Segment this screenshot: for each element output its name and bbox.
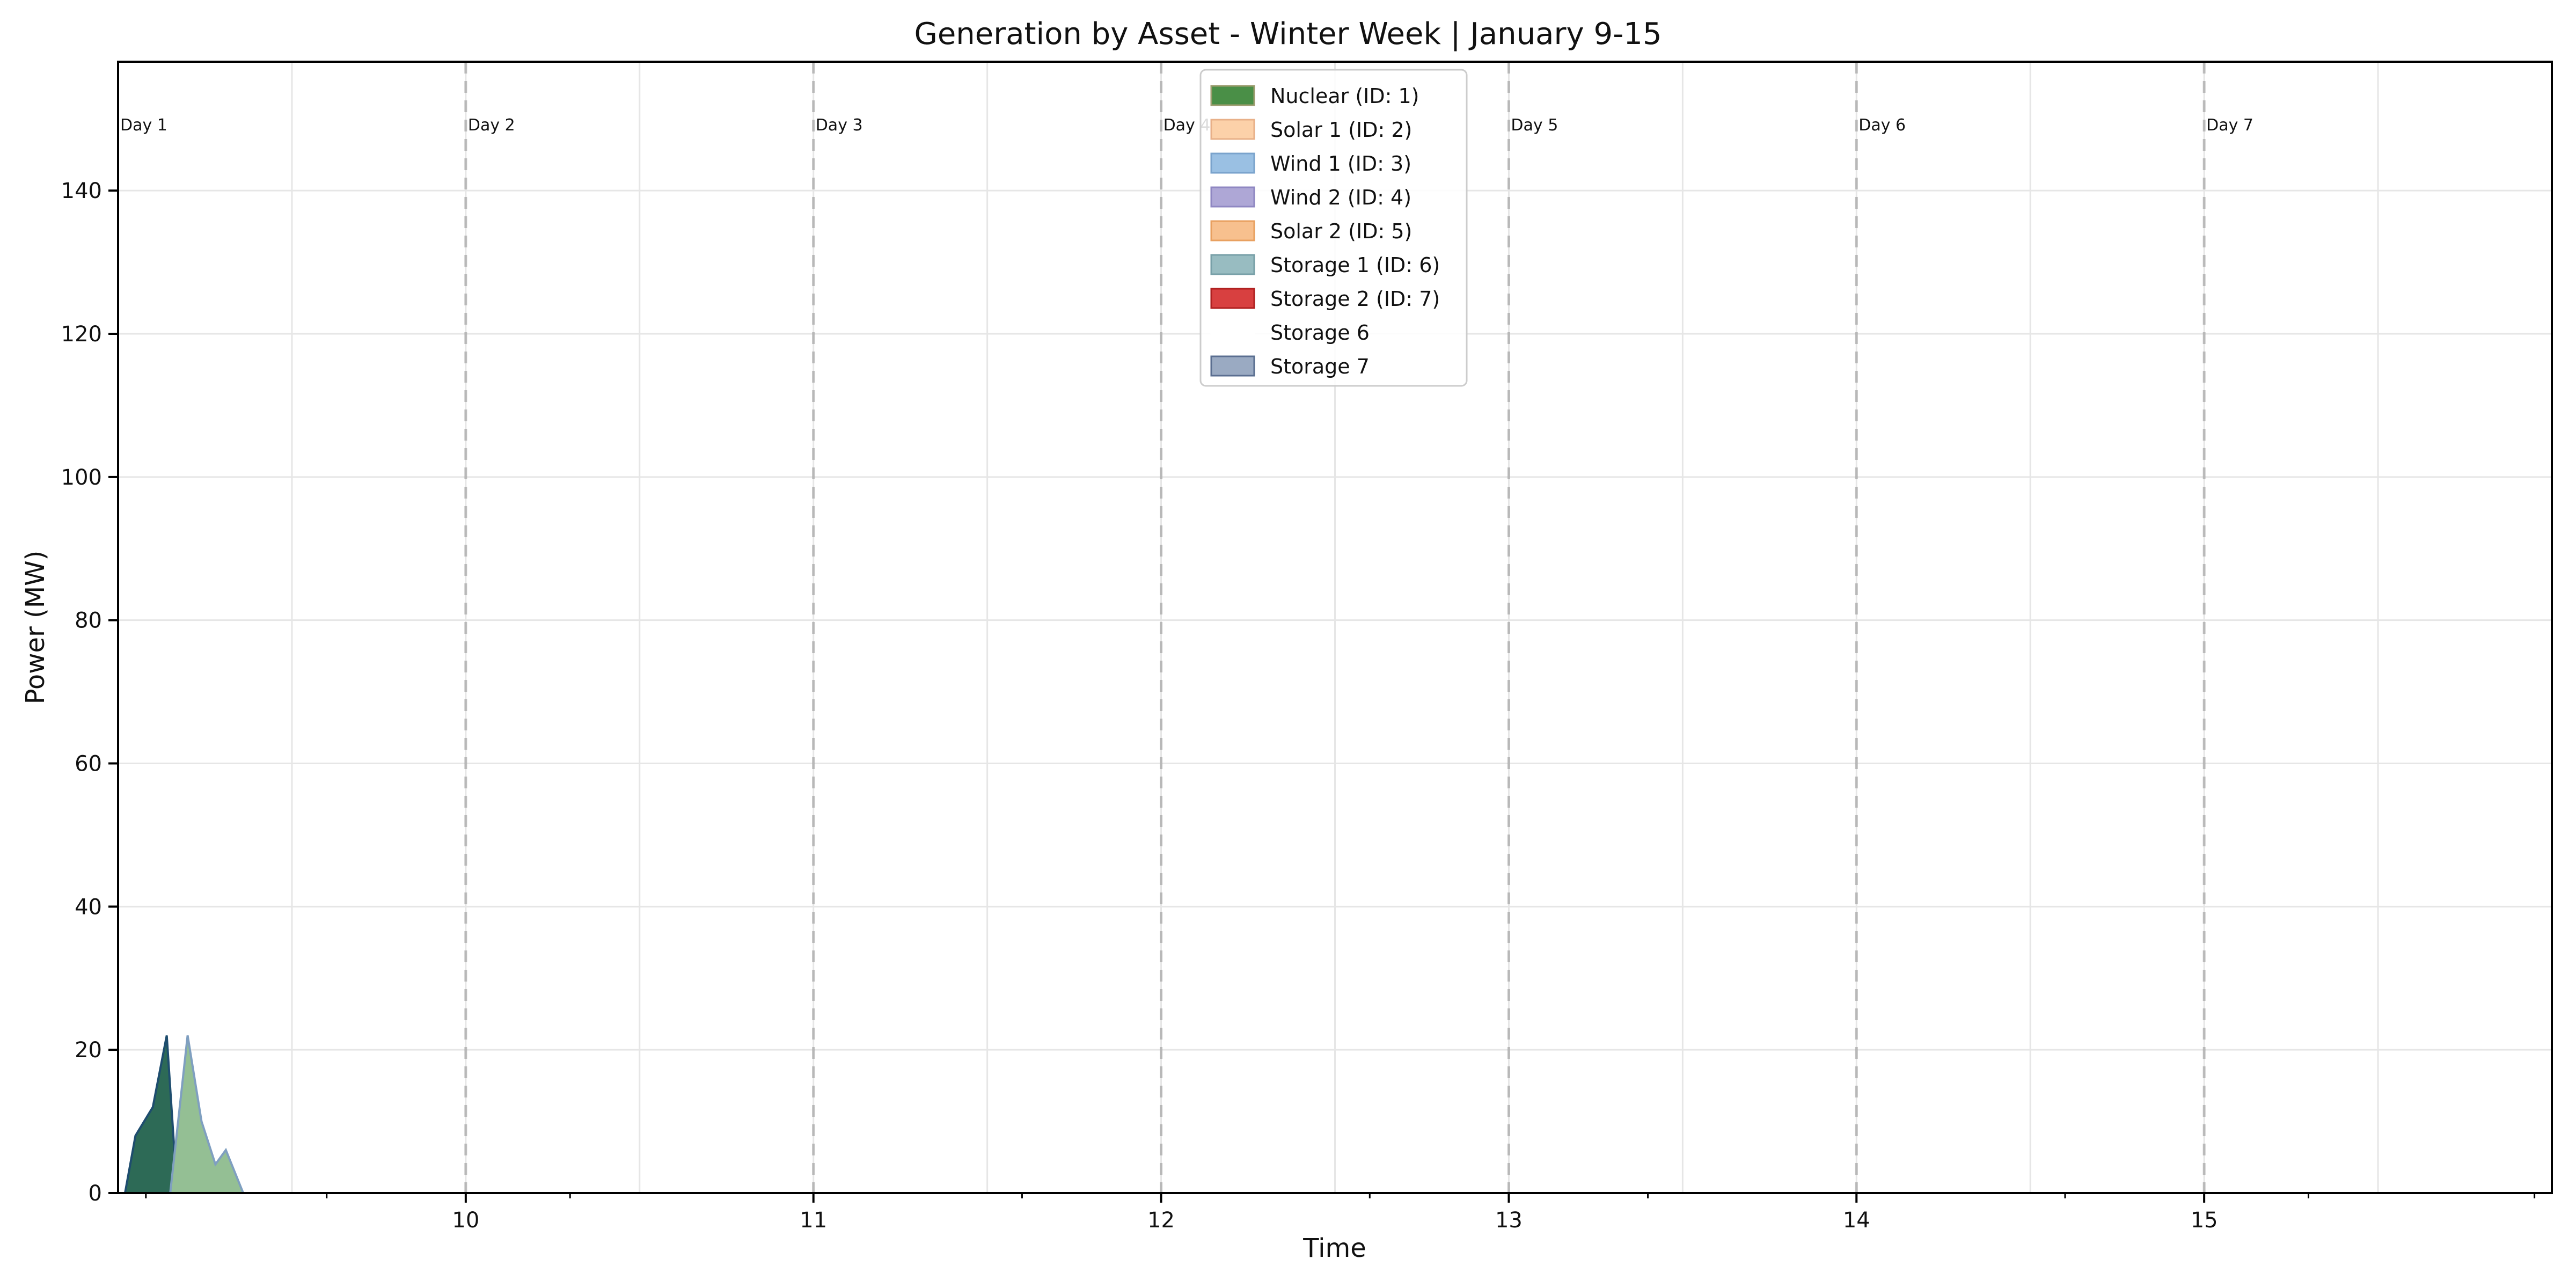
y-tick-label: 140 [61,179,102,203]
legend-item-label[interactable]: Storage 6 [1270,321,1370,345]
legend-swatch [1210,220,1255,241]
overlay-storage-7-dispatch [123,1035,179,1194]
y-tick-label: 100 [61,465,102,490]
day-marker-label: Day 7 [2206,116,2253,135]
x-tick-label: 14 [1843,1208,1870,1233]
day-marker-label: Day 6 [1858,116,1906,135]
y-tick-label: 80 [75,609,102,633]
legend-swatch [1210,288,1255,309]
x-tick-label: 11 [800,1208,827,1233]
legend-item-label[interactable]: Solar 1 (ID: 2) [1270,118,1412,142]
y-tick-label: 20 [75,1038,102,1063]
y-tick-label: 40 [75,895,102,919]
legend-item-label[interactable]: Solar 2 (ID: 5) [1270,219,1412,243]
legend-item-label[interactable]: Wind 2 (ID: 4) [1270,186,1411,209]
overlay-storage-6-dispatch [169,1035,245,1194]
legend-swatch [1210,119,1255,140]
y-tick-label: 60 [75,751,102,776]
plot-frame [117,61,2553,1194]
chart-title: Generation by Asset - Winter Week | Janu… [914,17,1662,52]
legend-swatch [1210,85,1255,106]
y-tick-label: 0 [89,1181,102,1206]
legend-item-label[interactable]: Storage 7 [1270,355,1370,378]
y-axis-label: Power (MW) [20,551,50,705]
day-marker-label: Day 2 [468,116,515,135]
legend-swatch [1210,321,1255,343]
legend-swatch [1210,254,1255,275]
y-axis-ticks: 0 20 40 60 80 100 120 140 [61,179,118,1206]
day-marker-label: Day 3 [816,116,863,135]
x-tick-label: 13 [1495,1208,1523,1233]
legend-swatch [1210,152,1255,174]
legend[interactable]: Nuclear (ID: 1) Solar 1 (ID: 2) Wind 1 (ID… [1199,69,1468,387]
legend-item-label[interactable]: Storage 2 (ID: 7) [1270,287,1440,311]
x-tick-label: 12 [1147,1208,1175,1233]
x-tick-label: 15 [2191,1208,2218,1233]
x-tick-label: 10 [452,1208,479,1233]
legend-swatch [1210,355,1255,377]
y-tick-label: 120 [61,322,102,347]
day-marker-label: Day 5 [1511,116,1558,135]
legend-item-label[interactable]: Storage 1 (ID: 6) [1270,253,1440,277]
x-axis-ticks: 10 11 12 13 14 15 [145,1193,2536,1233]
day-marker-label: Day 1 [120,116,167,135]
storage-overlays [123,1035,245,1194]
legend-swatch [1210,186,1255,208]
legend-box [1199,69,1468,387]
legend-item-label[interactable]: Wind 1 (ID: 3) [1270,152,1411,175]
legend-item-label[interactable]: Nuclear (ID: 1) [1270,84,1419,108]
day-markers: Day 1 Day 2 Day 3 Day 4 Day 5 Day 6 Day 7 [120,62,2253,1193]
x-axis-label: Time [1302,1233,1366,1263]
